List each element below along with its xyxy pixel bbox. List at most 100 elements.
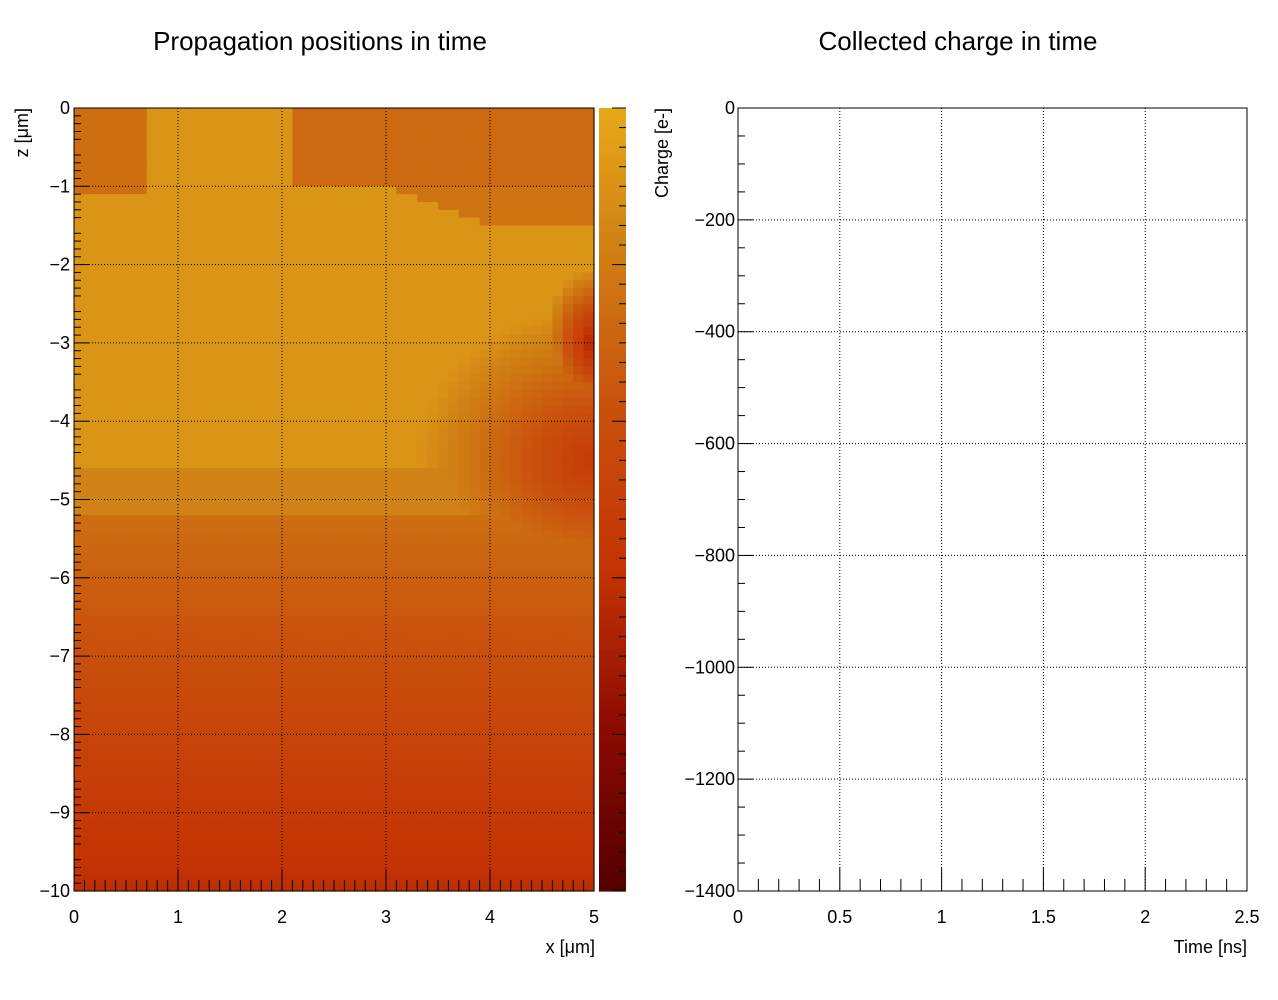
- heatmap-cell: [116, 601, 127, 609]
- heatmap-cell: [584, 390, 595, 398]
- heatmap-cell: [500, 225, 511, 233]
- heatmap-cell: [396, 703, 407, 711]
- heatmap-cell: [438, 460, 449, 468]
- heatmap-cell: [188, 554, 199, 562]
- heatmap-cell: [500, 147, 511, 155]
- heatmap-cell: [324, 210, 335, 218]
- heatmap-cell: [272, 468, 283, 476]
- heatmap-cell: [74, 578, 85, 586]
- heatmap-cell: [303, 272, 314, 280]
- heatmap-cell: [147, 280, 158, 288]
- heatmap-cell: [355, 609, 366, 617]
- heatmap-cell: [573, 445, 584, 453]
- heatmap-cell: [500, 124, 511, 132]
- heatmap-cell: [313, 476, 324, 484]
- heatmap-cell: [105, 860, 116, 868]
- heatmap-cell: [386, 617, 397, 625]
- heatmap-cell: [220, 546, 231, 554]
- heatmap-cell: [386, 742, 397, 750]
- heatmap-cell: [272, 108, 283, 116]
- heatmap-cell: [386, 593, 397, 601]
- heatmap-cell: [95, 593, 106, 601]
- heatmap-cell: [74, 225, 85, 233]
- heatmap-cell: [448, 758, 459, 766]
- heatmap-cell: [552, 883, 563, 891]
- heatmap-cell: [147, 656, 158, 664]
- heatmap-cell: [542, 868, 553, 876]
- heatmap-cell: [116, 554, 127, 562]
- heatmap-cell: [573, 656, 584, 664]
- heatmap-cell: [344, 680, 355, 688]
- heatmap-cell: [563, 860, 574, 868]
- heatmap-cell: [490, 844, 501, 852]
- heatmap-cell: [313, 687, 324, 695]
- heatmap-cell: [573, 672, 584, 680]
- heatmap-cell: [459, 139, 470, 147]
- heatmap-cell: [428, 554, 439, 562]
- heatmap-cell: [573, 202, 584, 210]
- heatmap-cell: [448, 742, 459, 750]
- heatmap-cell: [438, 374, 449, 382]
- heatmap-cell: [490, 750, 501, 758]
- heatmap-cell: [355, 343, 366, 351]
- heatmap-cell: [376, 617, 387, 625]
- heatmap-cell: [334, 852, 345, 860]
- heatmap-cell: [240, 437, 251, 445]
- heatmap-cell: [521, 562, 532, 570]
- heatmap-cell: [84, 319, 95, 327]
- heatmap-cell: [74, 719, 85, 727]
- heatmap-cell: [407, 413, 418, 421]
- heatmap-cell: [532, 484, 543, 492]
- heatmap-cell: [209, 648, 220, 656]
- heatmap-cell: [209, 460, 220, 468]
- heatmap-cell: [584, 562, 595, 570]
- heatmap-cell: [303, 625, 314, 633]
- heatmap-cell: [74, 280, 85, 288]
- heatmap-cell: [459, 578, 470, 586]
- heatmap-cell: [584, 570, 595, 578]
- heatmap-cell: [532, 703, 543, 711]
- heatmap-cell: [95, 633, 106, 641]
- heatmap-cell: [116, 124, 127, 132]
- heatmap-cell: [563, 194, 574, 202]
- heatmap-cell: [417, 249, 428, 257]
- heatmap-cell: [365, 366, 376, 374]
- heatmap-cell: [199, 225, 210, 233]
- heatmap-cell: [469, 272, 480, 280]
- heatmap-cell: [74, 531, 85, 539]
- heatmap-cell: [428, 742, 439, 750]
- heatmap-cell: [199, 625, 210, 633]
- heatmap-cell: [168, 875, 179, 883]
- heatmap-cell: [480, 233, 491, 241]
- heatmap-cell: [542, 625, 553, 633]
- heatmap-cell: [282, 194, 293, 202]
- heatmap-cell: [438, 695, 449, 703]
- heatmap-cell: [521, 789, 532, 797]
- heatmap-cell: [334, 476, 345, 484]
- heatmap-cell: [407, 656, 418, 664]
- heatmap-cell: [511, 398, 522, 406]
- heatmap-cell: [178, 390, 189, 398]
- heatmap-cell: [469, 758, 480, 766]
- heatmap-cell: [147, 648, 158, 656]
- heatmap-cell: [376, 202, 387, 210]
- heatmap-cell: [147, 453, 158, 461]
- heatmap-cell: [105, 500, 116, 508]
- heatmap-cell: [417, 257, 428, 265]
- heatmap-cell: [438, 875, 449, 883]
- heatmap-cell: [220, 695, 231, 703]
- heatmap-cell: [355, 523, 366, 531]
- heatmap-cell: [469, 648, 480, 656]
- heatmap-cell: [199, 366, 210, 374]
- heatmap-cell: [157, 468, 168, 476]
- heatmap-cell: [84, 335, 95, 343]
- heatmap-cell: [469, 507, 480, 515]
- heatmap-cell: [542, 492, 553, 500]
- heatmap-cell: [230, 225, 241, 233]
- heatmap-cell: [407, 750, 418, 758]
- heatmap-cell: [469, 406, 480, 414]
- heatmap-cell: [136, 593, 147, 601]
- heatmap-cell: [407, 758, 418, 766]
- heatmap-cell: [552, 225, 563, 233]
- heatmap-cell: [126, 758, 137, 766]
